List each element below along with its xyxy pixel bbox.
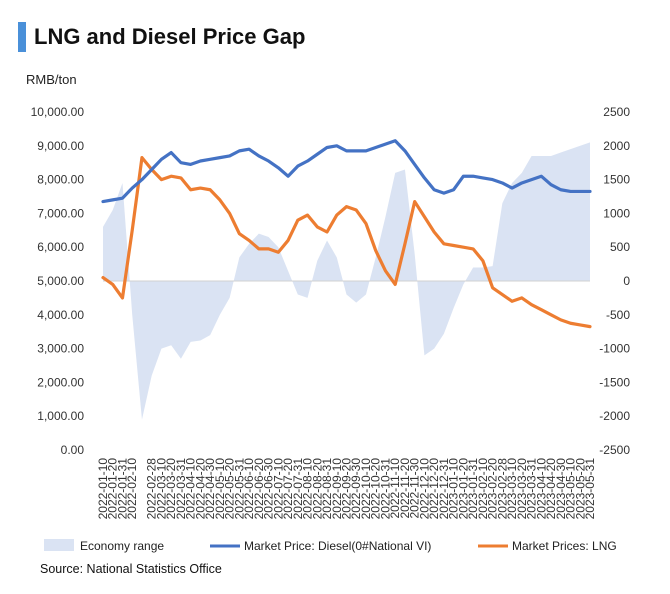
legend-label-lng: Market Prices: LNG — [512, 539, 617, 553]
series-line-lng — [101, 156, 592, 329]
x-axis-tick-label: 2023-04-20 — [544, 458, 558, 520]
x-axis-tick-label: 2023-01-31 — [466, 458, 480, 520]
x-axis-tick-label: 2023-02-28 — [495, 458, 509, 520]
x-axis-tick-label: 2023-05-31 — [583, 458, 597, 520]
x-axis-tick-label: 2023-04-30 — [554, 458, 568, 520]
x-axis-tick-label: 2022-07-20 — [281, 458, 295, 520]
right-axis-tick-label: -500 — [606, 308, 630, 322]
left-axis-tick-label: 2,000.00 — [37, 375, 84, 389]
x-axis-tick-label: 2022-12-20 — [427, 458, 441, 520]
x-axis-tick-label: 2022-05-10 — [213, 458, 227, 520]
left-axis-tick-label: 6,000.00 — [37, 240, 84, 254]
left-axis-tick-label: 0.00 — [61, 443, 85, 457]
x-axis-tick-label: 2022-08-10 — [301, 458, 315, 520]
x-axis-tick-label: 2023-01-20 — [456, 458, 470, 520]
left-axis-tick-label: 1,000.00 — [37, 409, 84, 423]
x-axis-tick-label: 2022-11-10 — [388, 458, 402, 519]
right-axis-tick-label: -1000 — [599, 342, 630, 356]
right-axis-tick-label: 2500 — [603, 105, 630, 119]
title-accent-bar — [18, 22, 26, 52]
x-axis-tick-label: 2022-03-10 — [154, 458, 168, 520]
x-axis-tick-label: 2022-01-10 — [96, 458, 110, 520]
x-axis-tick-label: 2023-02-20 — [486, 458, 500, 520]
x-axis-tick-label: 2022-02-10 — [125, 458, 139, 520]
x-axis-tick-label: 2022-03-20 — [164, 458, 178, 520]
x-axis-tick-label: 2022-05-31 — [232, 458, 246, 520]
x-axis-tick-label: 2022-06-10 — [242, 458, 256, 520]
x-axis-tick-label: 2022-12-10 — [417, 458, 431, 520]
legend-label-economy-range: Economy range — [80, 539, 164, 553]
x-axis-tick-label: 2022-09-10 — [330, 458, 344, 520]
right-axis-tick-label: -2500 — [599, 443, 630, 457]
right-axis-tick-label: 1000 — [603, 206, 630, 220]
x-axis-tick-label: 2022-04-10 — [184, 458, 198, 520]
x-axis-tick-label: 2022-01-20 — [106, 458, 120, 520]
right-axis-tick-label: 2000 — [603, 139, 630, 153]
x-axis-tick-label: 2022-11-20 — [398, 458, 412, 519]
x-axis-tick-label: 2023-02-10 — [476, 458, 490, 520]
left-axis-tick-label: 9,000.00 — [37, 139, 84, 153]
right-axis-tick-label: 1500 — [603, 173, 630, 187]
x-axis-tick-label: 2023-03-10 — [505, 458, 519, 520]
x-axis-tick-label: 2022-01-31 — [115, 458, 129, 520]
right-axis-tick-label: -1500 — [599, 375, 630, 389]
x-axis-tick-label: 2023-03-31 — [525, 458, 539, 520]
x-axis-tick-label: 2022-10-31 — [378, 458, 392, 520]
source-note: Source: National Statistics Office — [40, 562, 222, 576]
x-axis-tick-label: 2022-12-31 — [437, 458, 451, 520]
x-axis-tick-label: 2022-10-10 — [359, 458, 373, 520]
x-axis-tick-label: 2023-01-10 — [447, 458, 461, 520]
right-axis-tick-label: 500 — [610, 240, 630, 254]
x-axis-tick-label: 2022-08-31 — [320, 458, 334, 520]
legend-label-diesel: Market Price: Diesel(0#National VI) — [244, 539, 431, 553]
left-axis-tick-label: 7,000.00 — [37, 206, 84, 220]
x-axis-tick-label: 2022-10-20 — [369, 458, 383, 520]
x-axis-tick-label: 2022-03-31 — [174, 458, 188, 520]
left-axis-tick-label: 5,000.00 — [37, 274, 84, 288]
x-axis-tick-label: 2022-08-20 — [310, 458, 324, 520]
x-axis-tick-label: 2022-07-31 — [291, 458, 305, 520]
x-axis-tick-label: 2022-04-20 — [193, 458, 207, 520]
series-line-diesel — [101, 139, 592, 204]
left-axis-tick-label: 8,000.00 — [37, 173, 84, 187]
left-axis-tick-label: 10,000.00 — [31, 105, 85, 119]
x-axis-tick-label: 2022-09-30 — [349, 458, 363, 520]
left-axis-tick-label: 4,000.00 — [37, 308, 84, 322]
x-axis-tick-label: 2022-04-30 — [203, 458, 217, 520]
x-axis-tick-label: 2023-03-20 — [515, 458, 529, 520]
x-axis-tick-label: 2022-09-20 — [340, 458, 354, 520]
x-axis-tick-label: 2022-05-20 — [223, 458, 237, 520]
x-axis-tick-label: 2023-05-10 — [564, 458, 578, 520]
chart-title: LNG and Diesel Price Gap — [34, 24, 306, 49]
x-axis-tick-label: 2022-06-30 — [262, 458, 276, 520]
legend-swatch-economy-range — [44, 539, 74, 551]
x-axis-tick-label: 2022-11-30 — [408, 458, 422, 519]
x-axis-tick-label: 2023-04-10 — [534, 458, 548, 520]
right-axis-tick-label: 0 — [623, 274, 630, 288]
x-axis-tick-label: 2022-02-28 — [145, 458, 159, 520]
x-axis-tick-label: 2022-06-20 — [252, 458, 266, 520]
y-axis-unit-label: RMB/ton — [26, 72, 77, 87]
right-axis-tick-label: -2000 — [599, 409, 630, 423]
left-axis-tick-label: 3,000.00 — [37, 342, 84, 356]
x-axis-tick-label: 2022-07-10 — [271, 458, 285, 520]
x-axis-tick-label: 2023-05-20 — [573, 458, 587, 520]
